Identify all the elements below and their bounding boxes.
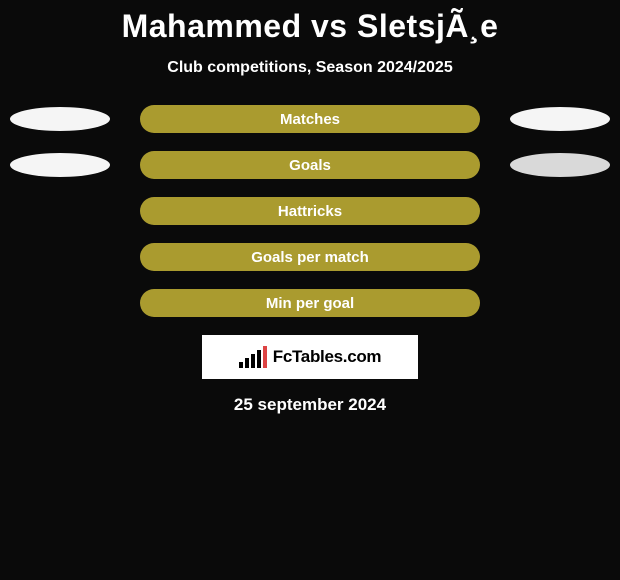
stat-row: Hattricks — [0, 197, 620, 225]
page-title: Mahammed vs SletsjÃ¸e — [0, 8, 620, 45]
stat-rows: Matches Goals Hattricks Goals per match Min … — [0, 105, 620, 317]
logo-text: FcTables.com — [273, 347, 382, 367]
stat-bar: Hattricks — [140, 197, 480, 225]
attribution-logo: FcTables.com — [202, 335, 418, 379]
right-value-oval — [510, 153, 610, 177]
stat-label: Min per goal — [266, 295, 354, 312]
stat-bar: Min per goal — [140, 289, 480, 317]
stat-row: Goals per match — [0, 243, 620, 271]
stat-row: Min per goal — [0, 289, 620, 317]
stat-label: Hattricks — [278, 203, 342, 220]
comparison-infographic: Mahammed vs SletsjÃ¸e Club competitions,… — [0, 0, 620, 415]
stat-bar: Goals per match — [140, 243, 480, 271]
stat-row: Goals — [0, 151, 620, 179]
stat-label: Goals — [289, 157, 331, 174]
fctables-icon — [239, 346, 267, 368]
stat-label: Goals per match — [251, 249, 369, 266]
stat-bar: Goals — [140, 151, 480, 179]
page-subtitle: Club competitions, Season 2024/2025 — [0, 59, 620, 77]
date-label: 25 september 2024 — [0, 395, 620, 415]
stat-bar: Matches — [140, 105, 480, 133]
left-value-oval — [10, 153, 110, 177]
left-value-oval — [10, 107, 110, 131]
stat-label: Matches — [280, 111, 340, 128]
right-value-oval — [510, 107, 610, 131]
stat-row: Matches — [0, 105, 620, 133]
